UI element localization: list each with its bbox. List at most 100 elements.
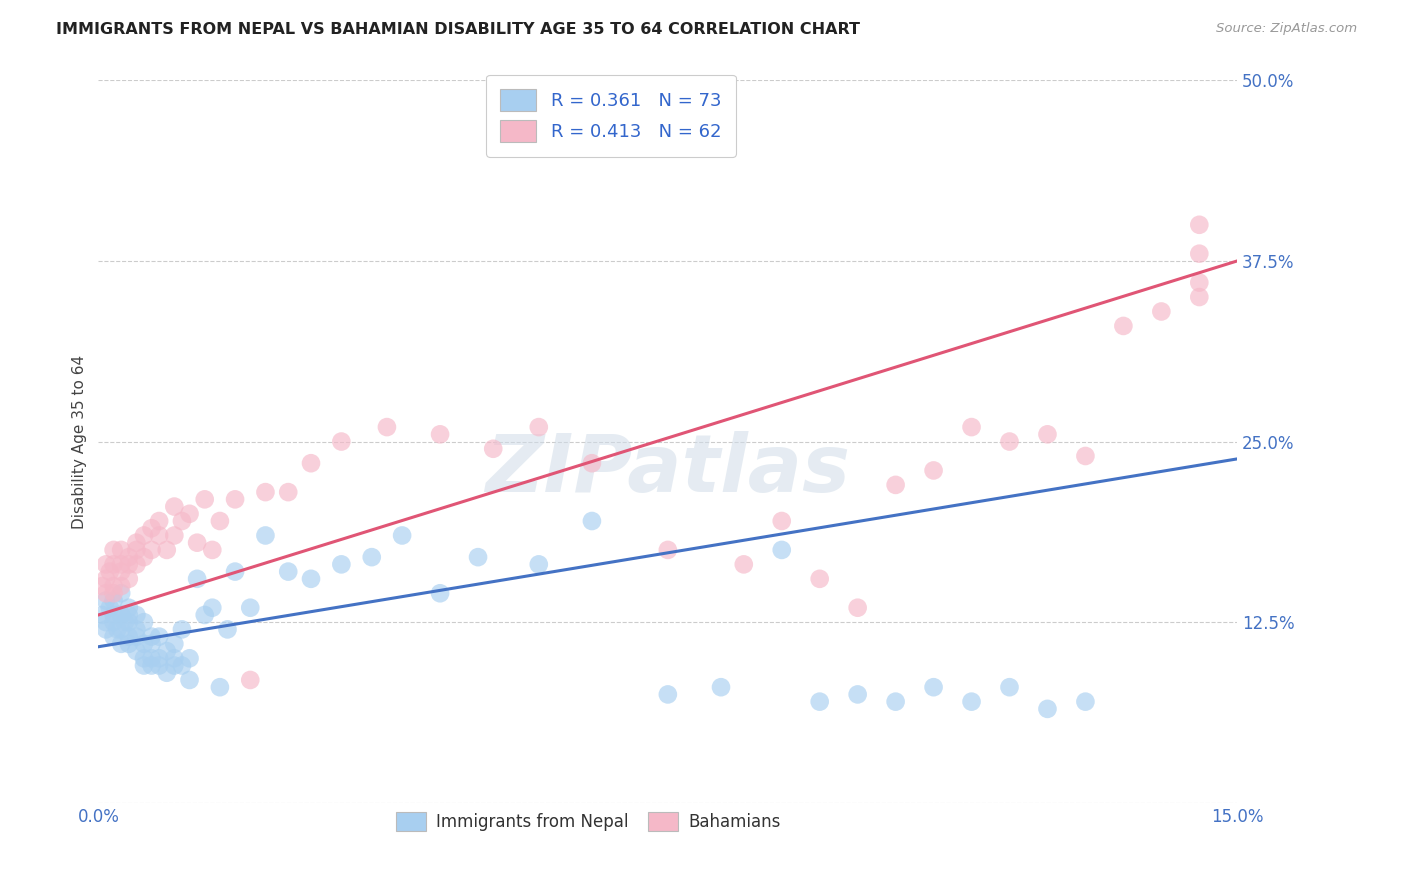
- Point: [103, 593, 125, 607]
- Point: [107, 623, 129, 637]
- Point: [141, 637, 163, 651]
- Point: [170, 623, 193, 637]
- Point: [1188, 276, 1211, 290]
- Point: [527, 420, 550, 434]
- Point: [125, 630, 148, 644]
- Point: [148, 658, 170, 673]
- Point: [125, 607, 148, 622]
- Point: [132, 658, 155, 673]
- Point: [110, 607, 132, 622]
- Point: [217, 623, 239, 637]
- Point: [110, 542, 132, 557]
- Point: [808, 572, 831, 586]
- Point: [375, 420, 398, 434]
- Point: [657, 542, 679, 557]
- Point: [846, 687, 869, 701]
- Point: [277, 565, 299, 579]
- Point: [482, 442, 505, 456]
- Point: [186, 535, 208, 549]
- Point: [657, 687, 679, 701]
- Point: [391, 528, 413, 542]
- Point: [170, 514, 193, 528]
- Point: [208, 514, 231, 528]
- Point: [998, 680, 1021, 694]
- Point: [103, 586, 125, 600]
- Point: [125, 542, 148, 557]
- Point: [141, 630, 163, 644]
- Point: [239, 600, 262, 615]
- Point: [98, 600, 121, 615]
- Point: [330, 558, 353, 572]
- Point: [110, 637, 132, 651]
- Point: [94, 586, 117, 600]
- Point: [254, 485, 277, 500]
- Point: [1036, 427, 1059, 442]
- Point: [110, 607, 132, 622]
- Point: [163, 651, 186, 665]
- Point: [208, 680, 231, 694]
- Point: [201, 600, 224, 615]
- Point: [429, 586, 451, 600]
- Point: [94, 558, 117, 572]
- Point: [1036, 702, 1059, 716]
- Point: [110, 579, 132, 593]
- Point: [770, 542, 793, 557]
- Point: [884, 695, 907, 709]
- Point: [91, 579, 114, 593]
- Point: [118, 607, 141, 622]
- Point: [94, 572, 117, 586]
- Point: [581, 514, 603, 528]
- Point: [186, 572, 208, 586]
- Point: [884, 478, 907, 492]
- Point: [118, 630, 141, 644]
- Point: [141, 651, 163, 665]
- Point: [103, 630, 125, 644]
- Point: [132, 528, 155, 542]
- Point: [277, 485, 299, 500]
- Point: [179, 673, 201, 687]
- Point: [103, 615, 125, 630]
- Point: [429, 427, 451, 442]
- Point: [148, 514, 170, 528]
- Point: [733, 558, 755, 572]
- Point: [141, 542, 163, 557]
- Point: [156, 542, 179, 557]
- Point: [94, 623, 117, 637]
- Point: [998, 434, 1021, 449]
- Point: [527, 558, 550, 572]
- Point: [148, 528, 170, 542]
- Point: [94, 593, 117, 607]
- Point: [118, 615, 141, 630]
- Point: [163, 637, 186, 651]
- Point: [125, 558, 148, 572]
- Point: [360, 550, 382, 565]
- Point: [1188, 218, 1211, 232]
- Point: [239, 673, 262, 687]
- Point: [1112, 318, 1135, 333]
- Point: [125, 644, 148, 658]
- Point: [103, 607, 125, 622]
- Point: [770, 514, 793, 528]
- Point: [118, 572, 141, 586]
- Text: IMMIGRANTS FROM NEPAL VS BAHAMIAN DISABILITY AGE 35 TO 64 CORRELATION CHART: IMMIGRANTS FROM NEPAL VS BAHAMIAN DISABI…: [56, 22, 860, 37]
- Point: [103, 558, 125, 572]
- Point: [118, 637, 141, 651]
- Text: ZIPatlas: ZIPatlas: [485, 432, 851, 509]
- Point: [110, 558, 132, 572]
- Point: [118, 600, 141, 615]
- Point: [1074, 695, 1097, 709]
- Point: [91, 607, 114, 622]
- Point: [710, 680, 733, 694]
- Point: [1188, 246, 1211, 260]
- Point: [141, 658, 163, 673]
- Point: [194, 492, 217, 507]
- Point: [103, 542, 125, 557]
- Point: [299, 456, 322, 470]
- Point: [846, 600, 869, 615]
- Point: [299, 572, 322, 586]
- Point: [330, 434, 353, 449]
- Point: [98, 565, 121, 579]
- Point: [224, 565, 246, 579]
- Point: [156, 665, 179, 680]
- Point: [224, 492, 246, 507]
